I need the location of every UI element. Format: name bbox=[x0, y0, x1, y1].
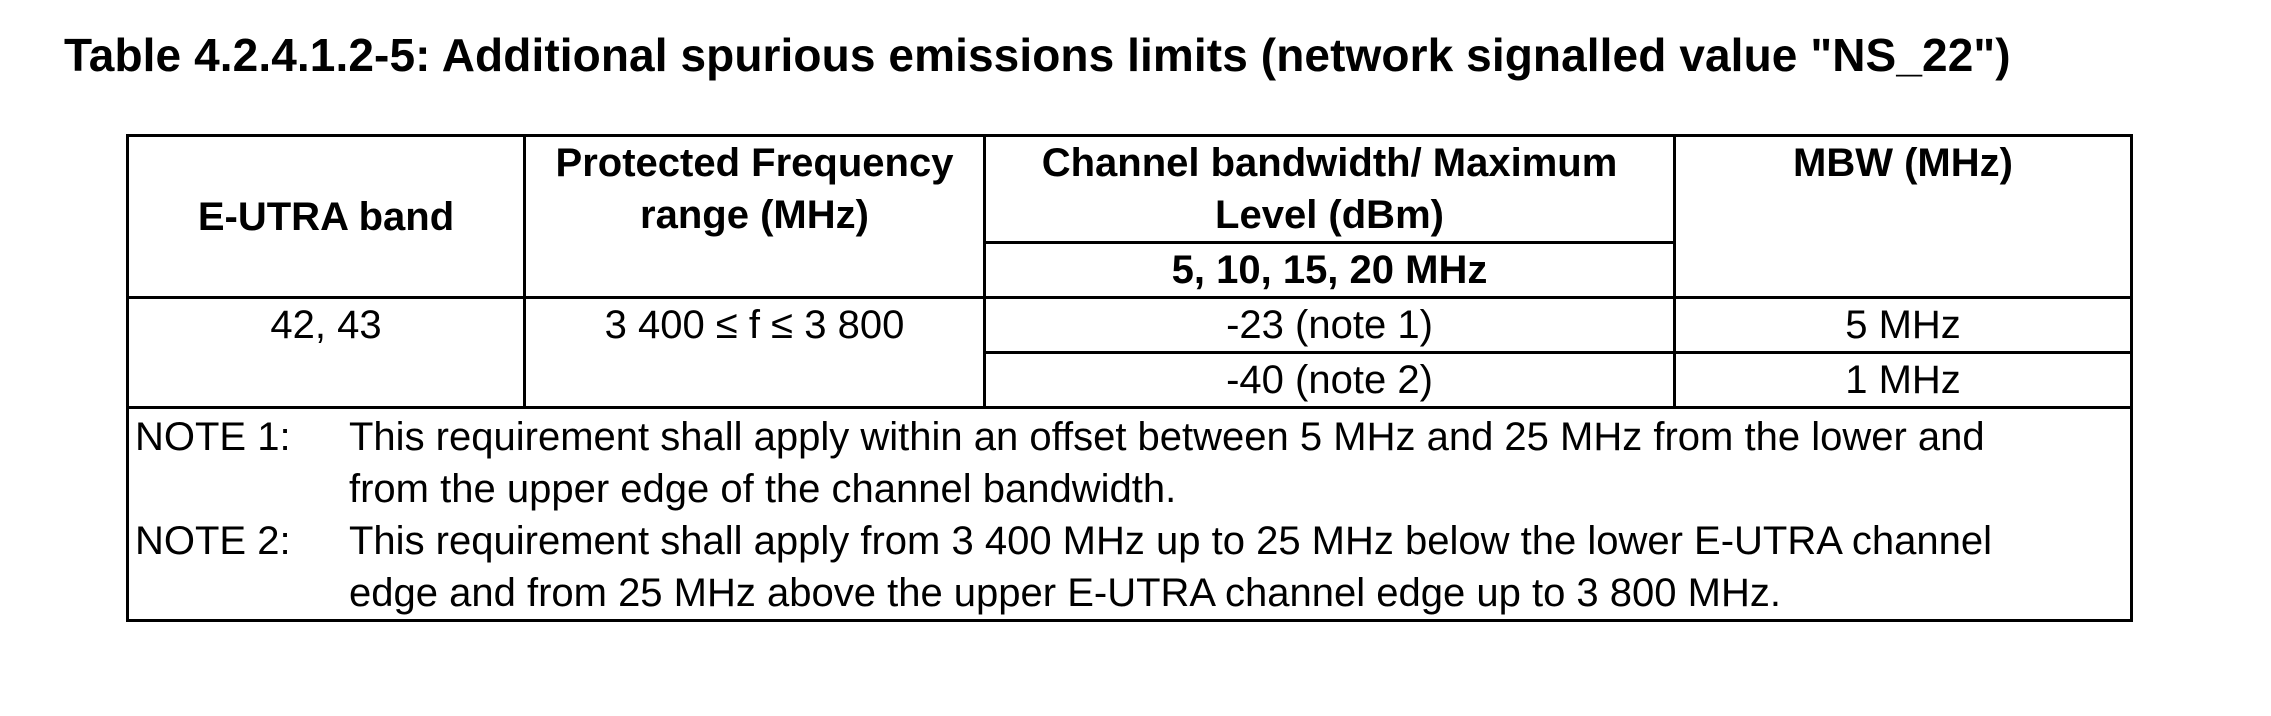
cell-frequency-range: 3 400 ≤ f ≤ 3 800 bbox=[523, 296, 986, 409]
table-row: -40 (note 2) 1 MHz bbox=[128, 351, 2133, 409]
cell-band: 42, 43 bbox=[126, 296, 526, 409]
header-row: E-UTRA band Protected Frequency range (M… bbox=[126, 134, 2133, 299]
header-subrow: 5, 10, 15, 20 MHz bbox=[128, 241, 2132, 299]
note-label: NOTE 1: bbox=[135, 415, 291, 459]
header-mbw: MBW (MHz) bbox=[1673, 134, 2133, 299]
notes-cell: NOTE 1: This requirement shall apply wit… bbox=[126, 406, 2133, 622]
note-2: NOTE 2: This requirement shall apply fro… bbox=[135, 515, 2130, 619]
note-1: NOTE 1: This requirement shall apply wit… bbox=[135, 411, 2130, 515]
note-text: This requirement shall apply from 3 400 … bbox=[349, 519, 1992, 615]
cell-level: -23 (note 1) bbox=[983, 296, 1676, 354]
note-text: This requirement shall apply within an o… bbox=[349, 415, 1985, 511]
notes-row: NOTE 1: This requirement shall apply wit… bbox=[126, 406, 2133, 622]
header-eutra-band: E-UTRA band bbox=[126, 134, 526, 299]
spurious-emissions-table: E-UTRA band Protected Frequency range (M… bbox=[126, 134, 2133, 622]
header-protected-frequency: Protected Frequency range (MHz) bbox=[523, 134, 986, 299]
table-row: 42, 43 3 400 ≤ f ≤ 3 800 -23 (note 1) 5 … bbox=[126, 296, 2133, 409]
cell-level: -40 (note 2) bbox=[983, 351, 1676, 409]
cell-mbw: 5 MHz bbox=[1673, 296, 2133, 354]
header-channel-bandwidth-values: 5, 10, 15, 20 MHz bbox=[983, 241, 1676, 299]
note-label: NOTE 2: bbox=[135, 519, 291, 563]
table-title: Table 4.2.4.1.2-5: Additional spurious e… bbox=[64, 29, 2011, 81]
header-channel-bandwidth: Channel bandwidth/ Maximum Level (dBm) bbox=[983, 134, 1676, 244]
cell-mbw: 1 MHz bbox=[1673, 351, 2133, 409]
